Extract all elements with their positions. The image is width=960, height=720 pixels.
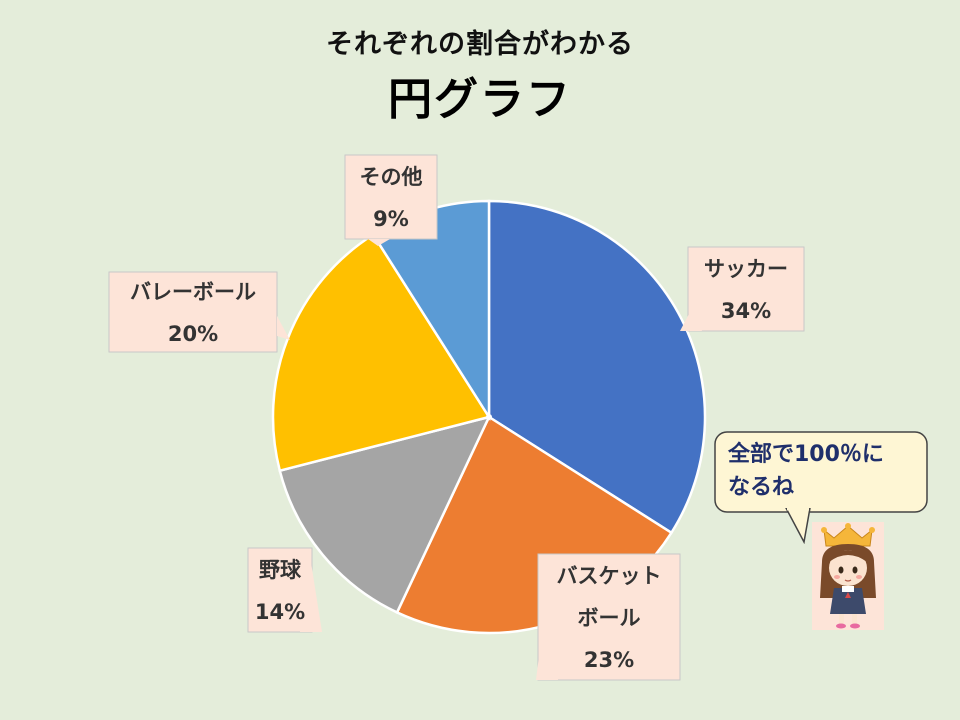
pie-slice-3 — [278, 415, 492, 615]
callout-tail — [536, 600, 558, 680]
callout-tail — [277, 316, 290, 340]
callout-box — [537, 553, 681, 681]
callout-box — [247, 547, 313, 633]
slice-value-label: 34% — [721, 299, 771, 323]
slice-value-label: 14% — [255, 600, 305, 624]
callout-tail — [680, 312, 702, 331]
speech-line-2: なるね — [728, 475, 795, 500]
slice-category-label: 野球 — [259, 558, 302, 582]
pie-center-dot — [486, 414, 492, 420]
slice-value-label: 9% — [373, 207, 409, 231]
slice-value-label: 20% — [168, 322, 218, 346]
callout-box — [108, 271, 278, 353]
callout-tail — [300, 556, 322, 632]
princess-girl-icon — [812, 522, 884, 630]
slice-callout-1: サッカー 34% — [680, 246, 805, 332]
chart-title: 円グラフ — [388, 74, 572, 125]
callout-tail — [368, 239, 390, 246]
speech-bubble-text: 全部で100％に なるね — [728, 438, 928, 504]
speech-bubble-tail — [785, 508, 811, 544]
callout-box — [687, 246, 805, 332]
callout-box — [344, 154, 438, 240]
chart-subtitle: それぞれの割合がわかる — [326, 29, 634, 60]
speech-line-1: 全部で100％に — [728, 442, 884, 467]
slice-category-label: サッカー — [704, 257, 788, 281]
slice-category-label: ボール — [578, 606, 641, 630]
slice-category-label: その他 — [360, 165, 423, 189]
title-block: それぞれの割合がわかる 円グラフ — [0, 22, 960, 127]
slice-value-label: 23% — [584, 648, 634, 672]
slice-category-label: バスケット — [557, 564, 662, 588]
slice-callout-4: バレーボール 20% — [108, 271, 290, 353]
slice-callout-5: その他 9% — [344, 154, 438, 246]
slice-callout-3: 野球 14% — [247, 547, 322, 633]
speech-bubble — [714, 431, 928, 513]
slice-category-label: バレーボール — [130, 280, 256, 304]
